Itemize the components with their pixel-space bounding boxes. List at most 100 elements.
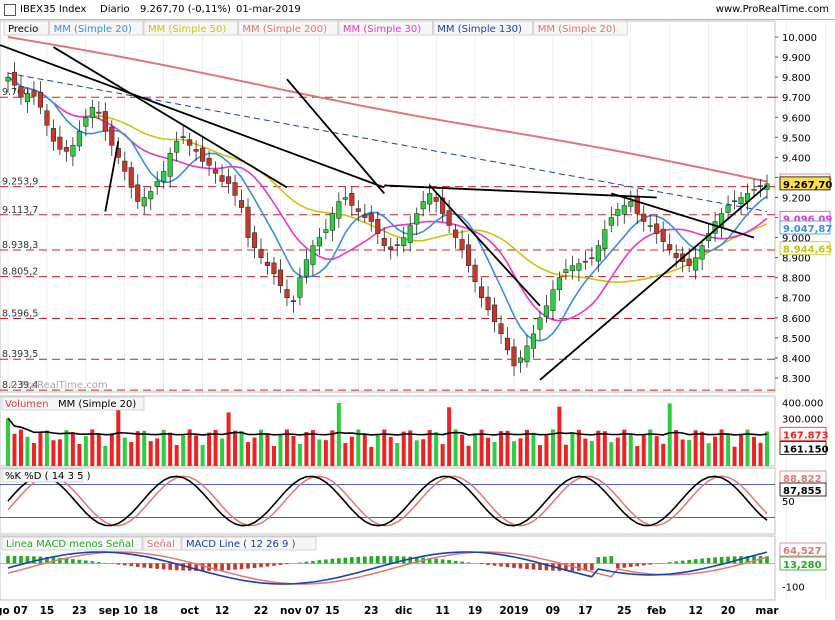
- price-tick-label: 9.200: [782, 193, 811, 204]
- volume-bar: [732, 446, 737, 466]
- macd-hist-bar: [71, 559, 75, 564]
- candle-body: [394, 244, 400, 246]
- chart-header: IBEX35 Index Diario 9.267,70 (-0,11%) 01…: [0, 0, 835, 20]
- volume-legend: [1, 396, 145, 411]
- macd-hist-bar: [181, 563, 185, 571]
- candle-body: [342, 197, 348, 200]
- time-axis-label: 23: [72, 605, 87, 617]
- candle-body: [83, 117, 89, 127]
- candle-body: [323, 229, 329, 233]
- volume-bar: [557, 406, 562, 466]
- macd-hist-bar: [693, 559, 698, 564]
- macd-hist-bar: [142, 563, 147, 568]
- macd-legend-item: [181, 536, 317, 551]
- candle-body: [122, 160, 128, 172]
- volume-bar: [622, 429, 627, 466]
- macd-hist-bar: [531, 563, 536, 570]
- volume-bar: [317, 439, 322, 466]
- candle-body: [303, 259, 309, 277]
- price-tick-label: 8.400: [782, 354, 811, 365]
- volume-bar: [680, 439, 685, 466]
- macd-hist-bar: [479, 563, 484, 565]
- price-tick-label: 9.500: [782, 133, 811, 144]
- macd-hist-bar: [259, 563, 263, 568]
- value-box: [779, 241, 831, 256]
- time-axis-label: feb: [647, 605, 667, 617]
- time-axis-label: 15: [40, 605, 55, 617]
- volume-bar: [135, 431, 140, 466]
- candle-body: [50, 128, 56, 142]
- macd-hist-bar: [622, 563, 627, 568]
- candle-body: [24, 92, 31, 103]
- candle-body: [336, 201, 342, 219]
- price-tick-label: 8.900: [782, 254, 811, 265]
- volume-bar: [168, 432, 173, 466]
- volume-bar: [57, 439, 62, 466]
- price-tick-label: 9.800: [782, 73, 811, 84]
- volume-bar: [18, 429, 23, 466]
- candle-body: [57, 136, 63, 150]
- candle-body: [517, 357, 524, 363]
- volume-bar: [25, 436, 30, 466]
- value-box: [779, 482, 827, 497]
- candle-body: [63, 147, 69, 152]
- candle-body: [595, 245, 601, 262]
- volume-bar: [531, 432, 536, 466]
- macd-hist-bar: [538, 563, 542, 571]
- volume-bar: [687, 440, 692, 466]
- price-tick-label: 9.000: [782, 234, 811, 245]
- time-axis-label: sep 10: [99, 605, 138, 617]
- window-icon[interactable]: [4, 4, 16, 16]
- volume-bar: [641, 434, 646, 466]
- volume-bar: [570, 432, 575, 466]
- time-axis-label: 12: [215, 605, 230, 617]
- candle-body: [167, 153, 173, 177]
- macd-hist-bar: [148, 563, 153, 569]
- legend-item: [3, 20, 49, 36]
- volume-bar: [395, 442, 400, 466]
- candle-body: [530, 333, 537, 349]
- price-tick-label: 8.300: [782, 374, 811, 385]
- volume-bar: [64, 430, 69, 466]
- volume-bar: [661, 443, 666, 466]
- macd-legend-item: [142, 536, 182, 551]
- macd-hist-bar: [122, 563, 127, 566]
- volume-bar: [505, 430, 510, 466]
- candle-body: [401, 237, 407, 246]
- value-box: [779, 440, 827, 455]
- macd-hist-bar: [337, 558, 341, 564]
- macd-hist-bar: [58, 557, 62, 564]
- volume-bar: [486, 437, 491, 466]
- volume-bar: [291, 436, 296, 466]
- volume-bar: [181, 435, 186, 466]
- candle-body: [310, 245, 316, 265]
- legend-label: MM (Simple 20): [538, 24, 616, 35]
- volume-bar: [713, 436, 718, 466]
- candle-body: [654, 223, 660, 234]
- time-axis-label: 09: [546, 605, 561, 617]
- volume-bar: [674, 430, 679, 466]
- legend-item: [432, 20, 534, 36]
- volume-bar: [596, 430, 601, 466]
- volume-bar: [745, 429, 750, 466]
- candle-body: [491, 304, 498, 323]
- candle-body: [504, 337, 511, 351]
- candle-body: [732, 200, 738, 203]
- candle-body: [44, 110, 50, 126]
- candle-body: [757, 185, 764, 187]
- volume-bar: [122, 437, 127, 466]
- support-label: 8.938,3: [2, 240, 38, 251]
- macd-hist-bar: [362, 556, 367, 564]
- time-axis-label: 23: [364, 605, 379, 617]
- macd-hist-bar: [155, 563, 160, 569]
- candle-body: [576, 263, 582, 271]
- price-tick-label: 8.600: [782, 314, 811, 325]
- candle-body: [498, 323, 504, 335]
- macd-hist-bar: [732, 556, 737, 564]
- price-tick-label: 8.800: [782, 274, 811, 285]
- volume-bar: [265, 433, 270, 466]
- price-tick-label: 9.600: [782, 113, 811, 124]
- candle-body: [537, 317, 543, 330]
